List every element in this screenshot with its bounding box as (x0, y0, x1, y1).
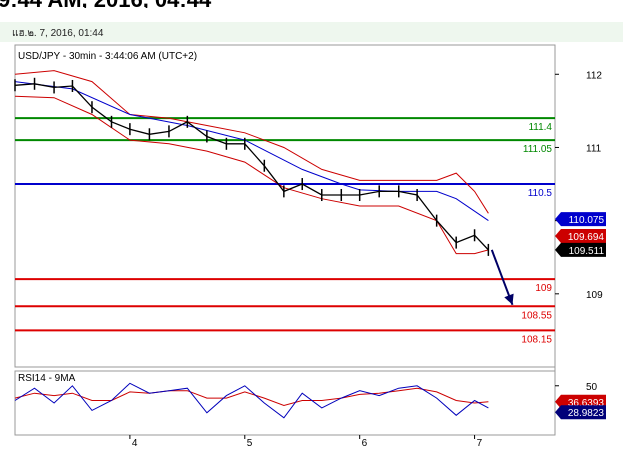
rsi-series (14, 382, 489, 419)
y-tick-label: 111 (586, 143, 602, 154)
band_upper-line (14, 70, 489, 214)
y-tick-label: 109 (586, 290, 603, 301)
band_lower-line (14, 95, 489, 255)
price-series (14, 70, 490, 256)
x-axis-ticks: 4 5 6 7 (129, 435, 483, 449)
price-tag-bg (555, 212, 606, 227)
price-tag: 110.075 (569, 215, 605, 226)
date-label: แฮ.๒. 7, 2016, 01:44 (12, 28, 104, 39)
level-label: 108.15 (521, 334, 552, 345)
x-tick-label: 6 (362, 438, 368, 449)
date-strip: แฮ.๒. 7, 2016, 01:44 (0, 22, 623, 42)
rsi-axis-ticks: 50 (555, 382, 598, 393)
rsi-tick-label: 50 (586, 382, 598, 393)
price-line (14, 83, 489, 251)
window-title: 9:44 AM, 2016, 04:44 (0, 0, 211, 8)
level-label: 111.05 (523, 144, 553, 155)
price-tag-bg (555, 242, 606, 257)
y-tick-label: 112 (586, 70, 602, 81)
price-axis-ticks: 112111110109 (555, 70, 603, 301)
x-tick-label: 4 (132, 438, 138, 449)
rsi-tag: 36.6393 (568, 398, 605, 409)
window-title-bar: 9:44 AM, 2016, 04:44 (0, 0, 623, 8)
level-label: 111.4 (528, 122, 552, 133)
price-pane-title: USD/JPY - 30min - 3:44:06 AM (UTC+2) (18, 51, 197, 62)
level-lines: 111.4 111.05 110.5 109 108.55 108.15 (15, 117, 555, 345)
x-tick-label: 5 (247, 438, 253, 449)
price-pane (14, 44, 556, 368)
ma-line (14, 81, 489, 222)
rsi-tag: 28.9823 (568, 408, 605, 419)
rsi-tag-bg (555, 405, 606, 420)
arrow-head (504, 293, 514, 305)
x-tick-label: 7 (477, 438, 483, 449)
projection-arrow (490, 249, 514, 306)
price-tags: 110.075 109.694 109.511 (555, 212, 606, 257)
level-label: 108.55 (521, 310, 552, 321)
level-label: 110.5 (528, 188, 553, 199)
price-tag: 109.511 (569, 246, 605, 257)
price-tag: 109.694 (568, 232, 605, 243)
level-label: 109 (535, 283, 552, 294)
rsi-pane-title: RSI14 - 9MA (18, 373, 76, 384)
price-tag-bg (555, 229, 606, 244)
rsi-line (14, 382, 489, 419)
